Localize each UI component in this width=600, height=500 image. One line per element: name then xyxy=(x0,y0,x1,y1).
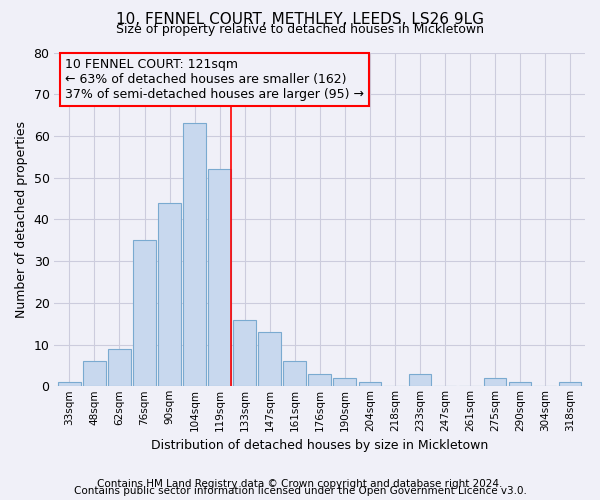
Y-axis label: Number of detached properties: Number of detached properties xyxy=(15,121,28,318)
Bar xyxy=(259,332,281,386)
Bar xyxy=(108,348,131,387)
Bar xyxy=(208,170,231,386)
Bar xyxy=(308,374,331,386)
Bar xyxy=(283,361,306,386)
Bar xyxy=(133,240,156,386)
Bar xyxy=(484,378,506,386)
Bar xyxy=(233,320,256,386)
Bar xyxy=(158,202,181,386)
Bar xyxy=(509,382,531,386)
Text: 10, FENNEL COURT, METHLEY, LEEDS, LS26 9LG: 10, FENNEL COURT, METHLEY, LEEDS, LS26 9… xyxy=(116,12,484,26)
Bar xyxy=(184,124,206,386)
Bar xyxy=(83,361,106,386)
Bar xyxy=(559,382,581,386)
Text: Contains HM Land Registry data © Crown copyright and database right 2024.: Contains HM Land Registry data © Crown c… xyxy=(97,479,503,489)
X-axis label: Distribution of detached houses by size in Mickletown: Distribution of detached houses by size … xyxy=(151,440,488,452)
Bar xyxy=(359,382,381,386)
Text: Size of property relative to detached houses in Mickletown: Size of property relative to detached ho… xyxy=(116,24,484,36)
Bar xyxy=(334,378,356,386)
Text: 10 FENNEL COURT: 121sqm
← 63% of detached houses are smaller (162)
37% of semi-d: 10 FENNEL COURT: 121sqm ← 63% of detache… xyxy=(65,58,364,100)
Bar xyxy=(409,374,431,386)
Bar xyxy=(58,382,80,386)
Text: Contains public sector information licensed under the Open Government Licence v3: Contains public sector information licen… xyxy=(74,486,526,496)
